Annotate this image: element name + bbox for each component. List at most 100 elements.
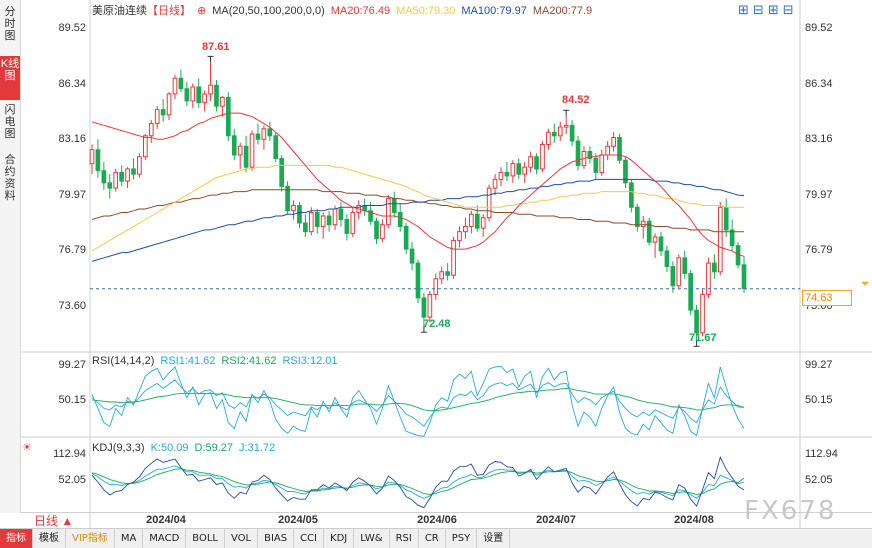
candle-body xyxy=(190,86,196,102)
candle-body xyxy=(457,231,462,241)
candle-body xyxy=(89,149,95,165)
candle-body xyxy=(243,145,249,168)
date-tick: 2024/04 xyxy=(146,514,186,526)
candle-body xyxy=(557,126,563,137)
indicator-tab-[interactable]: 模板 xyxy=(33,529,66,548)
candle-body xyxy=(397,212,403,227)
indicator-tab-cr[interactable]: CR xyxy=(419,529,446,548)
sidebar-tab-0[interactable]: 分时图 xyxy=(4,6,16,42)
rsi-params: RSI(14,14,2) xyxy=(92,355,155,367)
candle-body xyxy=(492,178,498,189)
annotation-high-2: 84.52 xyxy=(562,94,590,106)
candle-body xyxy=(516,163,522,175)
rsi-line-rsi2 xyxy=(91,387,745,412)
annotation-high-1: 87.61 xyxy=(202,41,230,53)
candle-body xyxy=(231,135,237,156)
candle-body xyxy=(137,156,142,175)
candle-body xyxy=(261,128,267,140)
candle-body xyxy=(540,144,545,170)
candle-body xyxy=(415,262,421,299)
indicator-tab-bias[interactable]: BIAS xyxy=(258,529,295,548)
sidebar-tab-1[interactable]: K线图 xyxy=(0,56,20,100)
candle-body xyxy=(285,185,290,212)
indicator-tab-boll[interactable]: BOLL xyxy=(186,529,225,548)
candle-body xyxy=(498,171,504,180)
candle-body xyxy=(717,206,723,273)
date-tick: 2024/06 xyxy=(417,514,457,526)
indicator-tab-[interactable]: 设置 xyxy=(477,529,511,548)
left-price-tick: 76.79 xyxy=(58,244,86,257)
candle-body xyxy=(308,212,314,233)
candle-body xyxy=(741,264,747,290)
candle-body xyxy=(658,236,664,252)
indicator-tab-vol[interactable]: VOL xyxy=(225,529,259,548)
rsi-line-rsi3 xyxy=(91,365,745,437)
indicator-tab-cci[interactable]: CCI xyxy=(294,529,325,548)
candle-body xyxy=(291,205,296,212)
indicator-tab-kdj[interactable]: KDJ xyxy=(324,529,355,548)
kdj-settings-icon[interactable]: ☀ xyxy=(22,442,32,454)
indicator-tab-macd[interactable]: MACD xyxy=(143,529,187,548)
sidebar-tab-2[interactable]: 闪电图 xyxy=(4,104,16,140)
candle-body xyxy=(670,266,676,287)
candle-body xyxy=(599,154,605,173)
left-price-tick: 86.34 xyxy=(58,77,86,90)
candle-body xyxy=(314,212,320,227)
toolbar-icon-2[interactable]: ⊞ xyxy=(767,2,783,17)
candle-body xyxy=(421,297,427,318)
candle-body xyxy=(723,206,729,231)
left-rsi-tick: 99.27 xyxy=(58,359,86,372)
candle-body xyxy=(623,159,628,184)
date-tick: 2024/08 xyxy=(674,514,714,526)
candle-body xyxy=(682,257,688,275)
toolbar-icon-3[interactable]: ⊟ xyxy=(782,2,798,17)
right-kdj-tick: 112.94 xyxy=(805,448,838,461)
right-price-tick: 89.52 xyxy=(805,22,833,35)
indicator-tab-rsi[interactable]: RSI xyxy=(390,529,419,548)
candle-body xyxy=(214,84,219,107)
candle-body xyxy=(101,170,107,184)
candle-body xyxy=(160,109,166,116)
ma20-line xyxy=(91,112,745,257)
candle-body xyxy=(486,187,492,219)
date-axis: 2024/04 2024/05 2024/06 2024/07 2024/08 xyxy=(90,513,800,528)
ma100-value: MA100:79.97 xyxy=(461,5,527,17)
toolbar-icon-1[interactable]: ⊟ xyxy=(752,2,768,17)
sidebar-tab-3[interactable]: 合约资料 xyxy=(4,154,16,202)
indicator-tab-ma[interactable]: MA xyxy=(115,529,144,548)
left-price-tick: 89.52 xyxy=(58,22,86,35)
candle-body xyxy=(439,271,445,280)
sidebar: 分时图 K线图闪电图合约资料 xyxy=(0,0,21,513)
left-rsi-tick: 50.15 xyxy=(58,394,86,407)
candle-body xyxy=(729,229,735,247)
indicator-tab-psy[interactable]: PSY xyxy=(446,529,478,548)
period-selector[interactable]: 日线 ▲ xyxy=(34,514,74,528)
kdj-j-value: J:31.72 xyxy=(239,442,276,454)
candle-body xyxy=(409,248,415,264)
period-tag[interactable]: 【日线】 xyxy=(147,5,191,17)
candle-body xyxy=(320,215,326,227)
right-price-axis: 89.5286.3483.1679.9776.7973.6099.2750.15… xyxy=(800,0,872,513)
left-kdj-tick: 52.05 xyxy=(58,474,86,487)
candle-body xyxy=(255,133,261,140)
candle-body xyxy=(249,133,255,168)
candle-body xyxy=(640,220,646,227)
main-legend: 美原油连续【日线】 ⊕ MA(20,50,100,200,0,0) MA20:76.4… xyxy=(92,2,598,18)
indicator-tab-vip[interactable]: VIP指标 xyxy=(66,529,115,548)
ma-settings-icon[interactable]: ⊕ xyxy=(197,5,207,17)
indicator-tab-[interactable]: 指标 xyxy=(0,529,33,548)
candle-body xyxy=(534,156,539,170)
toolbar-icon-0[interactable]: ⊞ xyxy=(738,2,753,17)
ma100-line xyxy=(91,178,745,262)
rsi3-value: RSI3:12.01 xyxy=(282,355,338,367)
annotation-low-1: 72.48 xyxy=(423,318,451,330)
rsi-line-rsi1 xyxy=(91,379,745,427)
candle-body xyxy=(303,222,308,233)
candle-body xyxy=(208,84,213,95)
indicator-tab-lw[interactable]: LW& xyxy=(354,529,390,548)
candle-body xyxy=(510,163,516,177)
left-price-tick: 79.97 xyxy=(58,188,86,201)
candle-body xyxy=(694,309,699,334)
ma50-line xyxy=(91,164,744,252)
